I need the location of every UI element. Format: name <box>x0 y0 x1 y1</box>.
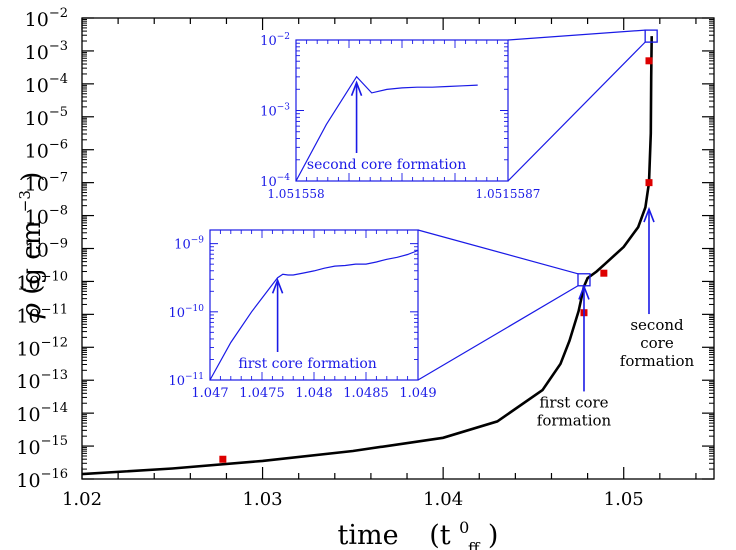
main-y-tick-label: 10−4 <box>25 72 68 97</box>
main-x-tick-label: 1.03 <box>243 489 283 510</box>
main-y-tick-label: 10−16 <box>16 467 68 492</box>
inset-first-core-frame <box>209 229 419 381</box>
x-axis-label-sub: ff <box>468 539 481 550</box>
inset-x-tick-label: 1.051558 <box>267 187 324 201</box>
x-axis-label-sup: 0 <box>459 518 469 537</box>
inset-x-tick-label: 1.0475 <box>239 386 285 401</box>
zoom-boxes <box>577 29 658 287</box>
inset-y-tick-label: 10−3 <box>260 103 290 120</box>
main-y-tick-label: 10−14 <box>16 401 68 426</box>
inset-annotation-arrow <box>271 278 284 352</box>
inset-second-core-curve <box>295 75 478 182</box>
annotation-text: formation <box>537 411 612 429</box>
inset-first-core-x-tick-labels: 1.047 1.0475 1.048 1.0485 1.049 <box>191 386 436 401</box>
annotation-text: core <box>640 334 674 352</box>
y-axis-label-close: ) <box>17 172 47 182</box>
annotation-arrow <box>643 206 655 315</box>
main-y-tick-label: 10−6 <box>25 138 68 163</box>
main-y-tick-label: 10−5 <box>25 105 68 130</box>
main-y-tick-label: 10−7 <box>25 171 68 196</box>
inset-first-core-curve <box>209 249 419 381</box>
inset-x-tick-label: 1.047 <box>191 386 228 401</box>
inset-second-core-ticks <box>295 39 509 182</box>
inset-first-core-annotation: first core formation <box>238 278 377 372</box>
main-y-tick-label: 10−15 <box>16 434 68 459</box>
annotation-text: formation <box>620 352 695 370</box>
y-axis-label-rho: ρ <box>17 302 47 319</box>
x-axis-label-close: ) <box>488 520 499 550</box>
inset-second-core-annotation: second core formation <box>307 80 466 173</box>
inset-annotation-text: second core formation <box>307 157 466 173</box>
inset-first-core-y-tick-labels: 10−11 10−10 10−9 <box>168 236 204 389</box>
x-axis-label: time (t 0 ff ) <box>338 509 499 550</box>
main-y-tick-label: 10−11 <box>16 302 68 327</box>
red-marker <box>600 269 608 277</box>
inset-second-core-x-tick-labels: 1.051558 1.0515587 <box>267 187 540 201</box>
red-marker <box>219 455 227 463</box>
y-axis-label: ρ (g cm −3 ) <box>7 172 47 320</box>
inset-annotation-arrow <box>350 80 363 153</box>
inset-second-core-frame <box>295 39 509 182</box>
main-x-tick-label: 1.04 <box>423 489 463 510</box>
main-plot-frame <box>81 17 715 480</box>
inset-y-tick-label: 10−4 <box>260 173 290 190</box>
main-x-tick-label: 1.05 <box>604 489 644 510</box>
main-y-tick-labels: 10−16 10−15 10−14 10−13 10−12 10−11 10−10 10−9 1… <box>16 6 68 492</box>
inset-first-core-background <box>210 230 418 380</box>
zoom-box <box>644 29 658 43</box>
inset-y-tick-label: 10−2 <box>260 32 290 49</box>
x-axis-label-main: time <box>338 520 399 550</box>
inset-x-tick-label: 1.049 <box>399 386 436 401</box>
main-y-tick-label: 10−3 <box>25 39 68 64</box>
main-y-tick-label: 10−9 <box>25 237 68 262</box>
annotation-arrow <box>578 284 590 392</box>
red-marker <box>645 57 653 65</box>
inset-y-tick-label: 10−11 <box>168 372 204 389</box>
main-y-tick-label: 10−12 <box>16 335 68 360</box>
y-axis-label-exp: −3 <box>16 190 34 212</box>
inset-y-tick-label: 10−10 <box>168 304 204 321</box>
inset-x-tick-label: 1.048 <box>295 386 332 401</box>
inset-connectors <box>417 29 646 381</box>
inset-y-tick-label: 10−9 <box>174 236 204 253</box>
annotation-text: second <box>630 316 684 334</box>
x-axis-label-unit: (t <box>429 520 451 550</box>
main-y-tick-label: 10−13 <box>16 368 68 393</box>
main-y-tick-label: 10−10 <box>16 269 68 294</box>
main-x-tick-label: 1.02 <box>62 489 102 510</box>
y-axis-label-unit: (g cm <box>17 220 47 294</box>
main-y-tick-label: 10−2 <box>25 6 68 31</box>
inset-second-core-y-tick-labels: 10−4 10−3 10−2 <box>260 32 290 190</box>
main-x-tick-labels: 1.02 1.03 1.04 1.05 <box>62 489 644 510</box>
red-marker <box>645 179 653 187</box>
main-y-tick-label: 10−8 <box>25 204 68 229</box>
inset-x-tick-label: 1.0515587 <box>476 187 541 201</box>
inset-first-core: 1.047 1.0475 1.048 1.0485 1.049 10−1110−1010… <box>168 229 437 401</box>
inset-second-core: 1.051558 1.0515587 10−4 10−3 10−2 second co… <box>260 32 540 201</box>
inset-x-tick-label: 1.0485 <box>343 386 389 401</box>
inset-annotation-text: first core formation <box>238 356 376 372</box>
annotation-text: first core <box>539 393 608 411</box>
inset-second-core-background <box>296 40 508 181</box>
